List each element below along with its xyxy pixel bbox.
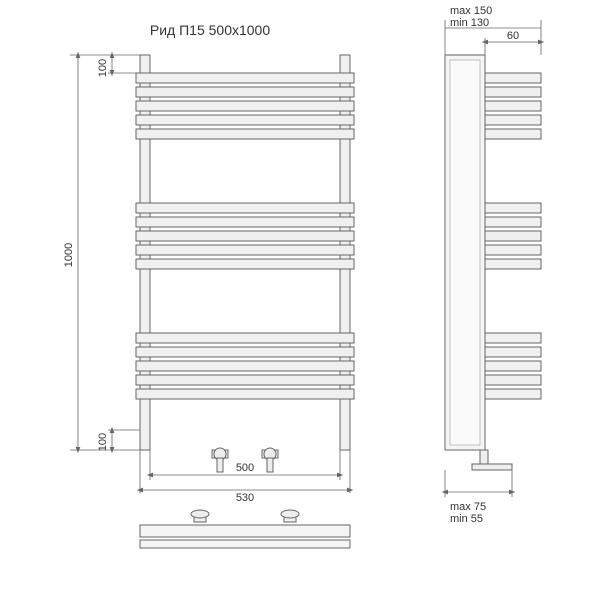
dim-width-outer: 530: [236, 492, 254, 504]
side-view: [445, 55, 541, 470]
front-view: [136, 55, 354, 472]
dim-top: 100: [97, 59, 109, 77]
dim-height: 1000: [63, 243, 75, 267]
dim-min-bottom: min 55: [450, 513, 483, 525]
dim-depth: 60: [507, 30, 519, 42]
dim-bottom: 100: [97, 433, 109, 451]
dim-max-bottom: max 75: [450, 501, 486, 513]
dim-min-depth: min 130: [450, 17, 489, 29]
dim-max-depth: max 150: [450, 5, 492, 17]
technical-drawing: 1000 100 100 500 530 60 max: [0, 0, 600, 600]
dim-width-inner: 500: [236, 462, 254, 474]
top-view: [140, 510, 350, 548]
